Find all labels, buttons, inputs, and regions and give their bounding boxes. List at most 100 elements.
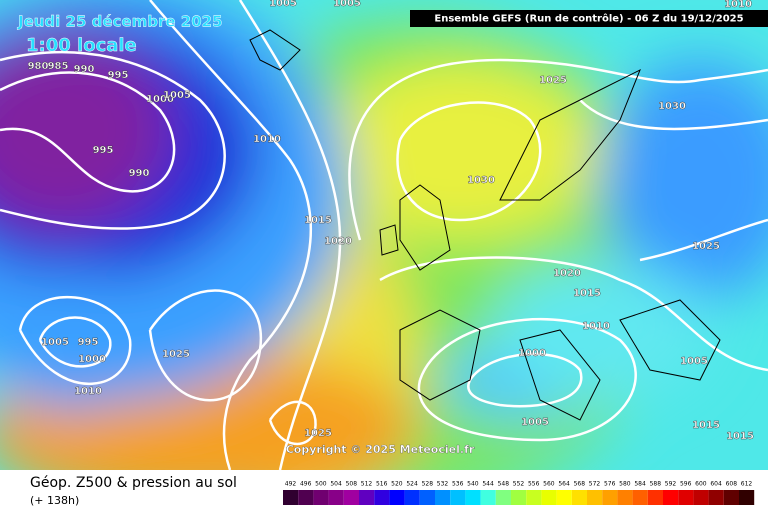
scale-swatch (617, 490, 633, 505)
scale-label: 572 (589, 481, 601, 488)
scale-label: 508 (346, 481, 358, 488)
scale-swatch (404, 490, 420, 505)
isobar-label: 1015 (726, 431, 754, 442)
isobar-label: 1000 (78, 354, 106, 365)
scale-label: 536 (452, 481, 464, 488)
isobar-label: 1005 (269, 0, 297, 9)
isobars (0, 0, 768, 471)
scale-label: 492 (285, 481, 297, 488)
isobar-label: 1010 (74, 386, 102, 397)
isobar-label: 990 (129, 168, 150, 179)
date-label: Jeudi 25 décembre 2025 (17, 13, 223, 31)
isobar-label: 1030 (658, 101, 686, 112)
copyright: Copyright © 2025 Meteociel.fr (286, 443, 475, 456)
scale-label: 604 (710, 481, 722, 488)
scale-swatch (647, 490, 663, 505)
isobar-label: 985 (48, 61, 69, 72)
scale-swatch (663, 490, 679, 505)
scale-swatch (723, 490, 739, 505)
scale-label: 528 (422, 481, 434, 488)
scale-swatch (708, 490, 724, 505)
scale-swatch (450, 490, 466, 505)
scale-label: 540 (467, 481, 479, 488)
isobar-label: 1020 (553, 268, 581, 279)
scale-label: 512 (361, 481, 373, 488)
run-banner (410, 10, 768, 27)
scale-swatch (495, 490, 511, 505)
scale-swatch (602, 490, 618, 505)
scale-label: 568 (574, 481, 586, 488)
scale-label: 500 (315, 481, 327, 488)
scale-swatch (374, 490, 390, 505)
scale-swatch (343, 490, 359, 505)
scale-label: 588 (650, 481, 662, 488)
isobar-label: 1005 (521, 417, 549, 428)
isobar-label: 995 (93, 145, 114, 156)
isobar-label: 1000 (146, 94, 174, 105)
scale-swatch (435, 490, 451, 505)
isobar-label: 1025 (304, 428, 332, 439)
scale-label: 516 (376, 481, 388, 488)
scale-swatch (632, 490, 648, 505)
scale-swatch (419, 490, 435, 505)
scale-swatch (693, 490, 709, 505)
isobar-label: 1015 (573, 288, 601, 299)
scale-swatch (328, 490, 344, 505)
scale-swatch (556, 490, 572, 505)
scale-label: 544 (482, 481, 494, 488)
scale-label: 612 (741, 481, 753, 488)
time-label: 1:00 locale (26, 35, 137, 56)
isobar-label: 995 (108, 70, 129, 81)
scale-swatch (511, 490, 527, 505)
scale-label: 584 (634, 481, 646, 488)
isobar-label: 1025 (692, 241, 720, 252)
coastlines (249, 29, 721, 421)
scale-swatch (465, 490, 481, 505)
footer-subtitle: (+ 138h) (30, 494, 79, 507)
scale-swatch (571, 490, 587, 505)
isobar-label: 1005 (163, 90, 191, 101)
scale-swatch (480, 490, 496, 505)
scale-label: 596 (680, 481, 692, 488)
scale-label: 552 (513, 481, 525, 488)
isobar-label: 1010 (582, 321, 610, 332)
scale-label: 504 (330, 481, 342, 488)
scale-label: 580 (619, 481, 631, 488)
scale-label: 556 (528, 481, 540, 488)
scale-label: 560 (543, 481, 555, 488)
scale-swatch (389, 490, 405, 505)
run-info: Ensemble GEFS (Run de contrôle) - 06 Z d… (434, 13, 743, 25)
isobar-label: 1025 (162, 349, 190, 360)
scale-swatch (541, 490, 557, 505)
scale-swatch (526, 490, 542, 505)
scale-swatch (359, 490, 375, 505)
isobar-label: 1000 (518, 348, 546, 359)
scale-swatch (313, 490, 329, 505)
isobar-label: 990 (74, 64, 95, 75)
scale-label: 600 (695, 481, 707, 488)
isobar-label: 1030 (467, 175, 495, 186)
scale-label: 548 (498, 481, 510, 488)
scale-swatch (678, 490, 694, 505)
scale-swatch (298, 490, 314, 505)
scale-label: 576 (604, 481, 616, 488)
scale-label: 532 (437, 481, 449, 488)
isobar-label: 995 (78, 337, 99, 348)
scale-swatch (587, 490, 603, 505)
scale-label: 496 (300, 481, 312, 488)
isobar-label: 1015 (304, 215, 332, 226)
isobar-label: 1025 (539, 75, 567, 86)
scale-label: 564 (558, 481, 570, 488)
scale-label: 520 (391, 481, 403, 488)
scale-label: 608 (726, 481, 738, 488)
isobar-label: 1020 (324, 236, 352, 247)
scale-label: 592 (665, 481, 677, 488)
isobar-label: 1010 (724, 0, 752, 10)
color-scale: 492 496 500 504 508 512 516 520 524 528 532 536 540 5… (283, 481, 755, 505)
isobar-label: 1005 (41, 337, 69, 348)
isobar-label: 1015 (692, 420, 720, 431)
isobar-label: 1010 (253, 134, 281, 145)
